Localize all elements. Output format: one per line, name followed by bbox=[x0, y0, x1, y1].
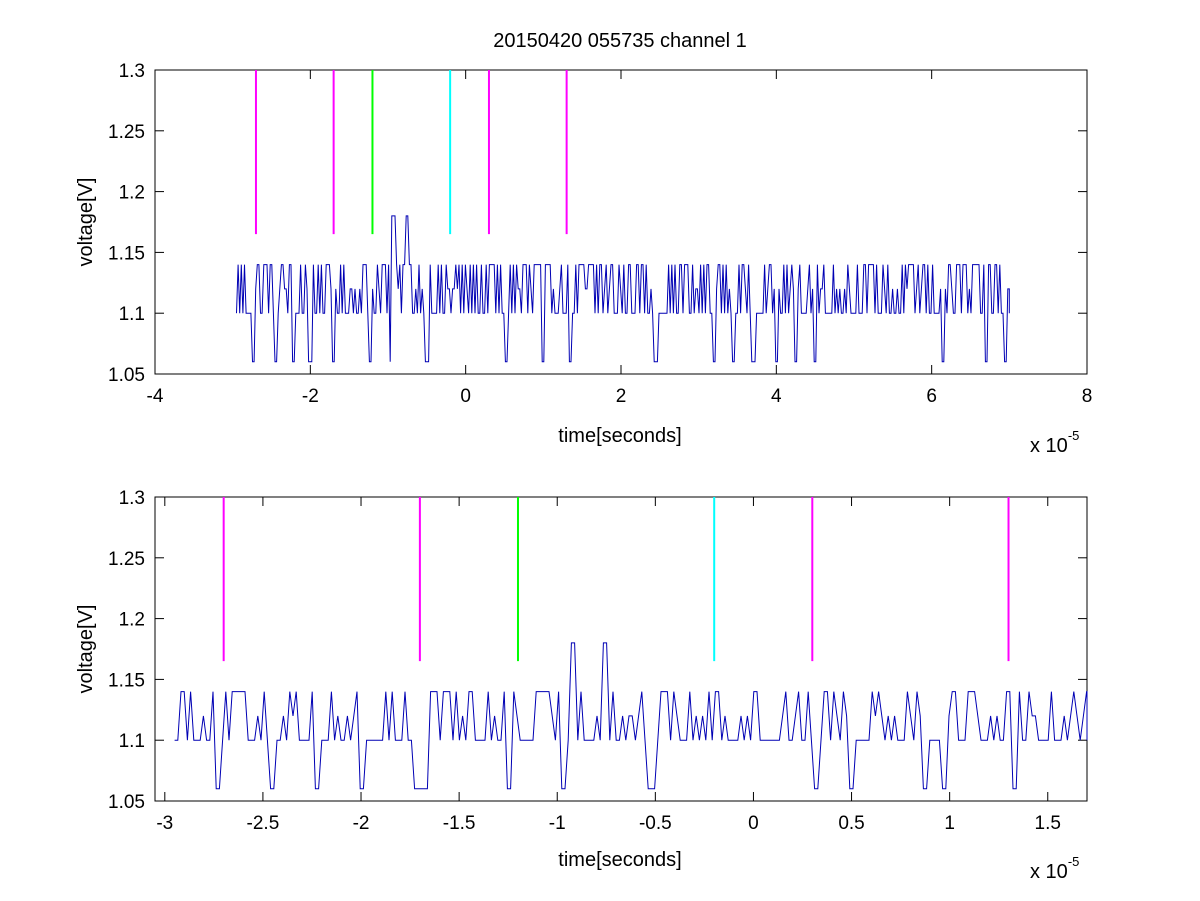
bottom-plot-box bbox=[154, 496, 1088, 802]
top-x-exponent: x 10-5 bbox=[1030, 428, 1079, 457]
top-ytick-label: 1.05 bbox=[108, 365, 145, 386]
top-ytick-label: 1.15 bbox=[108, 243, 145, 264]
top-xtick-label: 8 bbox=[1082, 386, 1093, 407]
bottom-xtick-label: -1.5 bbox=[443, 813, 476, 834]
bottom-xtick-label: 1 bbox=[944, 813, 955, 834]
top-xtick-label: -4 bbox=[147, 386, 164, 407]
bottom-ytick-label: 1.3 bbox=[119, 488, 145, 509]
bottom-ytick-label: 1.2 bbox=[119, 610, 145, 631]
top-x-exponent-base: x 10 bbox=[1030, 435, 1068, 457]
bottom-x-exponent-base: x 10 bbox=[1030, 861, 1068, 883]
top-ytick-label: 1.3 bbox=[119, 61, 145, 82]
top-ylabel: voltage[V] bbox=[75, 178, 97, 267]
bottom-xtick-label: 0.5 bbox=[838, 813, 864, 834]
top-subplot: time[seconds] voltage[V] x 10-5 -4 -2 0 2 4 6… bbox=[75, 61, 1092, 457]
bottom-x-exponent-power: -5 bbox=[1068, 854, 1080, 869]
bottom-xtick-label: -3 bbox=[156, 813, 173, 834]
bottom-ytick-label: 1.1 bbox=[119, 731, 145, 752]
bottom-xtick-label: 0 bbox=[748, 813, 759, 834]
figure-title: 20150420 055735 channel 1 bbox=[493, 30, 747, 52]
top-x-exponent-power: -5 bbox=[1068, 428, 1080, 443]
bottom-xtick-label: -1 bbox=[549, 813, 566, 834]
top-ytick-label: 1.1 bbox=[119, 304, 145, 325]
top-ytick-label: 1.25 bbox=[108, 122, 145, 143]
top-xtick-label: 4 bbox=[771, 386, 782, 407]
bottom-xlabel: time[seconds] bbox=[558, 849, 681, 871]
top-xtick-label: -2 bbox=[302, 386, 319, 407]
bottom-ylabel: voltage[V] bbox=[75, 605, 97, 694]
top-xtick-label: 6 bbox=[926, 386, 937, 407]
bottom-ytick-label: 1.05 bbox=[108, 792, 145, 813]
bottom-xtick-label: -2 bbox=[353, 813, 370, 834]
top-xtick-label: 2 bbox=[616, 386, 627, 407]
bottom-xtick-label: 1.5 bbox=[1035, 813, 1061, 834]
top-signal-line bbox=[236, 215, 1010, 363]
bottom-xtick-label: -2.5 bbox=[247, 813, 280, 834]
top-xlabel: time[seconds] bbox=[558, 425, 681, 447]
bottom-xtick-label: -0.5 bbox=[639, 813, 672, 834]
bottom-signal-line bbox=[174, 642, 1088, 790]
top-xtick-label: 0 bbox=[460, 386, 471, 407]
top-ytick-label: 1.2 bbox=[119, 183, 145, 204]
bottom-ytick-label: 1.15 bbox=[108, 670, 145, 691]
bottom-ytick-label: 1.25 bbox=[108, 549, 145, 570]
bottom-x-exponent: x 10-5 bbox=[1030, 854, 1079, 883]
bottom-subplot: time[seconds] voltage[V] x 10-5 -3 -2.5 -2… bbox=[75, 488, 1088, 883]
